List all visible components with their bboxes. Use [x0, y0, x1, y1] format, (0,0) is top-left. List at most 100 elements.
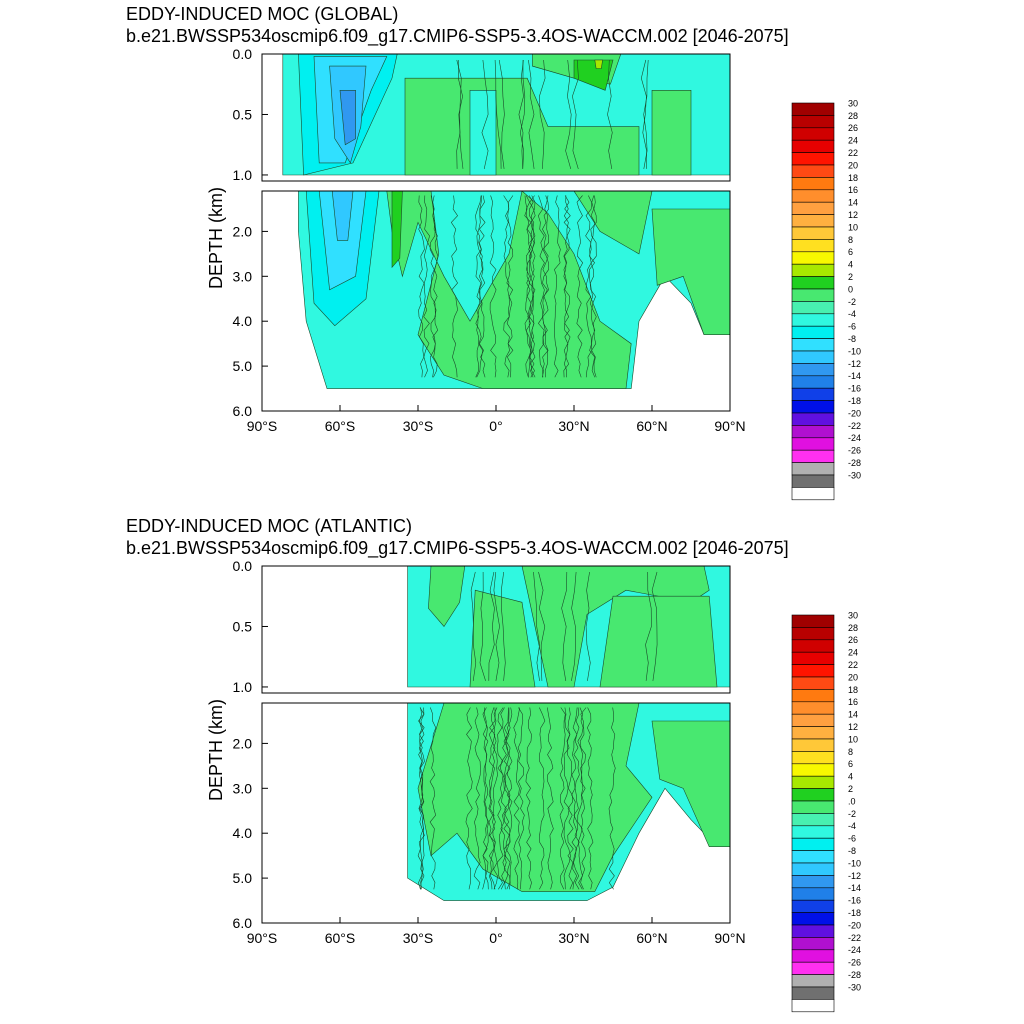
- colorbar-swatch: [791, 313, 835, 327]
- colorbar-swatch: [791, 201, 835, 215]
- colorbar-swatch: [791, 788, 835, 802]
- y-axis-label: DEPTH (km): [206, 699, 226, 801]
- contour-line: [538, 571, 546, 681]
- colorbar-label: 28: [848, 111, 858, 121]
- contour-green: [599, 595, 718, 688]
- colorbar-label: -18: [848, 396, 861, 406]
- colorbar-swatch: [791, 937, 835, 951]
- colorbar-swatch: [791, 177, 835, 191]
- colorbar-label: -16: [848, 384, 861, 394]
- x-tick-label: 90°N: [714, 418, 745, 434]
- colorbar-label: 8: [848, 235, 853, 245]
- y-tick-label: 4.0: [233, 313, 253, 329]
- colorbar-label: 4: [848, 772, 853, 782]
- colorbar-swatch: [791, 400, 835, 414]
- colorbar-swatch: [791, 664, 835, 678]
- colorbar: 302826242220181614121086420-2-4-6-8-10-1…: [791, 98, 861, 501]
- colorbar-label: 24: [848, 648, 858, 658]
- contour-line: [566, 707, 574, 890]
- colorbar-swatch: [791, 999, 835, 1013]
- contour-line: [607, 59, 613, 169]
- contour-line: [475, 195, 482, 378]
- colorbar-swatch: [791, 387, 835, 401]
- contour-line: [450, 195, 458, 378]
- contour-line: [576, 195, 584, 378]
- colorbar-swatch: [791, 850, 835, 864]
- colorbar-label: 20: [848, 672, 858, 682]
- x-tick-label: 60°N: [636, 418, 667, 434]
- colorbar-label: -2: [848, 809, 856, 819]
- contour-line: [559, 707, 566, 890]
- contour-green: [651, 208, 731, 336]
- colorbar-label: 20: [848, 160, 858, 170]
- contour-line: [589, 195, 597, 378]
- contour-line: [465, 707, 473, 890]
- colorbar-swatch: [791, 726, 835, 740]
- colorbar-swatch: [791, 689, 835, 703]
- contour-line: [585, 195, 593, 378]
- y-tick-label: 5.0: [233, 358, 253, 374]
- contour-line: [496, 707, 504, 890]
- contour-line: [645, 571, 652, 681]
- contour-line: [533, 571, 540, 681]
- contour-line: [494, 59, 502, 169]
- axes: 90°S 60°S 30°S 0° 30°N 60°N 90°N 0.0 0.5 1.0 2.0 3.…: [206, 558, 746, 946]
- contour-line: [418, 707, 425, 890]
- y-tick-label: 0.0: [233, 558, 253, 574]
- contour-line: [513, 707, 520, 890]
- colorbar-swatch: [791, 251, 835, 265]
- colorbar-label: 2: [848, 784, 853, 794]
- contour-line: [418, 707, 425, 890]
- colorbar-label: -14: [848, 371, 861, 381]
- colorbar-label: 2: [848, 272, 853, 282]
- contour-line: [493, 571, 500, 681]
- axes: 90°S 60°S 30°S 0° 30°N 60°N 90°N 0.0 0.5 1.0 2.0 3.…: [206, 46, 746, 434]
- contour-line: [429, 195, 436, 378]
- colorbar-label: -24: [848, 945, 861, 955]
- colorbar-swatch: [791, 437, 835, 451]
- colorbar-swatch: [791, 474, 835, 488]
- colorbar-label: -4: [848, 309, 856, 319]
- colorbar-swatch: [791, 775, 835, 789]
- colorbar-label: 16: [848, 185, 858, 195]
- colorbar-label: 24: [848, 136, 858, 146]
- y-tick-label: 6.0: [233, 403, 253, 419]
- colorbar-swatch: [791, 462, 835, 476]
- colorbar-label: -20: [848, 920, 861, 930]
- y-tick-label: 1.0: [233, 679, 253, 695]
- colorbar-swatch: [791, 325, 835, 339]
- contour-fill: [407, 565, 731, 901]
- x-tick-label: 90°S: [247, 418, 278, 434]
- colorbar-label: 18: [848, 173, 858, 183]
- colorbar-swatch: [791, 974, 835, 988]
- colorbar-label: -8: [848, 334, 856, 344]
- contour-line: [542, 195, 549, 378]
- colorbar-label: 26: [848, 123, 858, 133]
- colorbar-swatch: [791, 127, 835, 141]
- colorbar-swatch: [791, 375, 835, 389]
- contour-line: [456, 59, 464, 169]
- colorbar-swatch: [791, 924, 835, 938]
- contour-green: [651, 90, 692, 176]
- contour-line: [478, 195, 486, 378]
- contour-line: [500, 571, 506, 681]
- contour-green: [386, 190, 632, 389]
- colorbar-swatch: [791, 713, 835, 727]
- colorbar-label: 12: [848, 722, 858, 732]
- colorbar-label: 14: [848, 198, 858, 208]
- colorbar-swatch: [791, 487, 835, 501]
- y-tick-label: 3.0: [233, 268, 253, 284]
- contour-line: [503, 195, 510, 378]
- colorbar-label: 16: [848, 697, 858, 707]
- contour-line: [547, 707, 554, 890]
- contour-line: [529, 195, 536, 378]
- contour-line: [586, 707, 594, 890]
- contour-line: [539, 707, 546, 890]
- colorbar-swatch: [791, 899, 835, 913]
- colorbar-swatch: [791, 102, 835, 116]
- colorbar-swatch: [791, 639, 835, 653]
- colorbar-swatch: [791, 651, 835, 665]
- contour-line: [577, 707, 584, 890]
- colorbar-label: -18: [848, 908, 861, 918]
- colorbar-label: 30: [848, 98, 858, 108]
